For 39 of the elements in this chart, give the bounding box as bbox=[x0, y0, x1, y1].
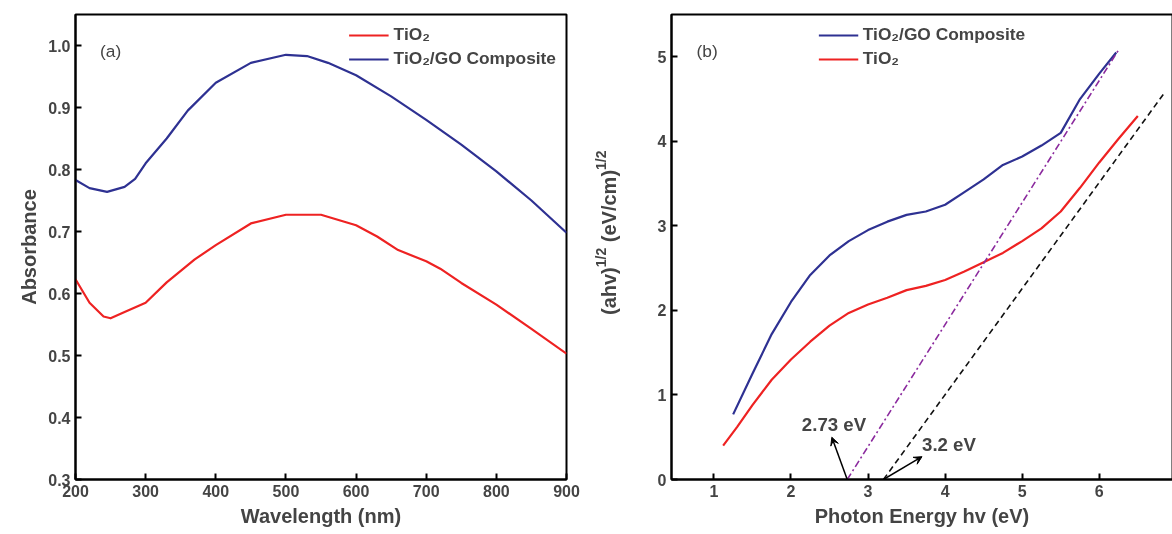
y-tick-label: 4 bbox=[657, 133, 667, 151]
y-tick-label: 0.4 bbox=[48, 409, 71, 427]
x-tick-label: 600 bbox=[342, 482, 370, 500]
x-tick-label: 700 bbox=[412, 482, 440, 500]
y-axis-title: Absorbance bbox=[18, 189, 41, 305]
legend-label: TiO₂ bbox=[862, 48, 900, 69]
legend-label: TiO₂/GO Composite bbox=[393, 48, 556, 69]
y-tick-label: 0.6 bbox=[48, 285, 71, 303]
y-tick-label: 2 bbox=[657, 302, 667, 320]
y-tick-label: 0 bbox=[657, 471, 667, 489]
x-tick-label: 900 bbox=[553, 482, 580, 500]
y-tick-label: 1.0 bbox=[48, 37, 71, 55]
x-tick-label: 800 bbox=[483, 482, 510, 500]
y-tick-label: 0.5 bbox=[48, 347, 71, 365]
x-tick-label: 400 bbox=[202, 482, 230, 500]
y-tick-label: 0.8 bbox=[48, 161, 71, 179]
annotation: (b) bbox=[696, 41, 718, 61]
x-tick-label: 500 bbox=[272, 482, 300, 500]
y-tick-label: 0.7 bbox=[48, 223, 71, 241]
annotation: (a) bbox=[100, 41, 122, 61]
y-tick-label: 3 bbox=[657, 217, 667, 235]
x-tick-label: 3 bbox=[863, 482, 873, 500]
x-tick-label: 4 bbox=[940, 482, 950, 500]
y-tick-label: 0.9 bbox=[48, 99, 71, 117]
y-tick-label: 1 bbox=[657, 386, 667, 404]
legend-label: TiO₂/GO Composite bbox=[862, 24, 1026, 45]
y-tick-label: 5 bbox=[657, 48, 667, 66]
x-axis-title: Wavelength (nm) bbox=[240, 504, 402, 527]
x-tick-label: 1 bbox=[709, 482, 719, 500]
x-tick-label: 300 bbox=[132, 482, 160, 500]
legend-label: TiO₂ bbox=[393, 24, 430, 45]
line-series bbox=[732, 51, 1118, 416]
x-tick-label: 6 bbox=[1094, 482, 1104, 500]
annotation: 2.73 eV bbox=[801, 414, 867, 436]
x-axis-title: Photon Energy hv (eV) bbox=[814, 504, 1030, 527]
line-series bbox=[75, 213, 567, 355]
x-tick-label: 5 bbox=[1017, 482, 1027, 500]
x-tick-label: 2 bbox=[786, 482, 796, 500]
annotation: 3.2 eV bbox=[922, 433, 977, 455]
